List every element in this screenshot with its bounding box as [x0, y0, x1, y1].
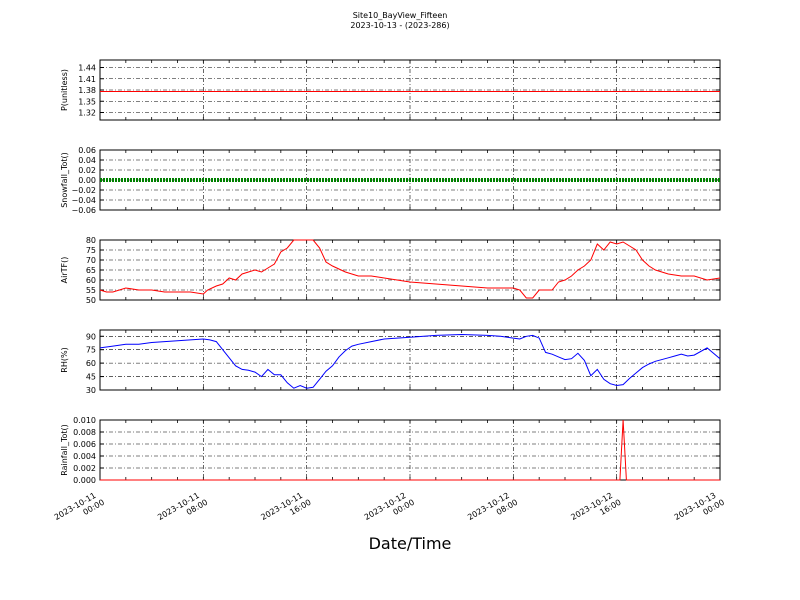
figure-title: Site10_BayView_Fifteen 2023-10-13 - (202…	[0, 11, 800, 31]
y-tick-label: 0.00	[78, 176, 96, 185]
y-tick-label: −0.06	[71, 206, 96, 215]
y-tick-label: 60	[86, 276, 96, 285]
y-tick-label: 0.000	[73, 476, 96, 485]
y-axis-label: Snowfall_Tot()	[60, 152, 69, 208]
y-tick-label: 0.04	[78, 156, 96, 165]
y-tick-label: 0.008	[73, 428, 96, 437]
y-tick-label: 1.32	[78, 109, 96, 118]
y-tick-label: 55	[86, 286, 96, 295]
x-tick-label: 2023-10-1216:00	[569, 489, 622, 531]
y-tick-label: 75	[86, 346, 96, 355]
x-axis-label: Date/Time	[368, 534, 452, 553]
x-tick-label: 2023-10-1116:00	[259, 489, 312, 531]
x-tick-label: 2023-10-1108:00	[156, 489, 209, 531]
y-tick-label: 80	[86, 236, 96, 245]
y-axis-label: P(unitless)	[60, 69, 69, 111]
y-tick-label: 0.06	[78, 146, 96, 155]
x-tick-label: 2023-10-1100:00	[53, 489, 106, 531]
y-tick-label: 90	[86, 332, 96, 341]
y-tick-label: 1.41	[78, 75, 96, 84]
x-tick-label: 2023-10-1208:00	[466, 489, 519, 531]
y-tick-label: 0.010	[73, 416, 96, 425]
series-line	[99, 333, 721, 389]
y-tick-label: 50	[86, 296, 96, 305]
y-tick-label: 30	[86, 386, 96, 395]
x-tick-label: 2023-10-1300:00	[673, 489, 726, 531]
y-tick-label: 1.35	[78, 97, 96, 106]
figure-title-line2: 2023-10-13 - (2023-286)	[350, 21, 450, 30]
y-tick-label: 65	[86, 266, 96, 275]
series-line	[99, 239, 721, 299]
y-tick-label: 1.38	[78, 86, 96, 95]
y-tick-label: 1.44	[78, 64, 96, 73]
y-tick-label: 75	[86, 246, 96, 255]
y-tick-label: 0.002	[73, 464, 96, 473]
x-tick-label: 2023-10-1200:00	[363, 489, 416, 531]
y-tick-label: 0.02	[78, 166, 96, 175]
y-tick-label: 0.004	[73, 452, 96, 461]
y-tick-label: 60	[86, 359, 96, 368]
series-line	[100, 419, 720, 481]
y-tick-label: −0.04	[71, 196, 96, 205]
y-axis-label: AirTF()	[60, 257, 69, 284]
y-axis-label: Rainfall_Tot()	[60, 424, 69, 476]
y-axis-label: RH(%)	[60, 347, 69, 372]
y-tick-label: 0.006	[73, 440, 96, 449]
y-tick-label: −0.02	[71, 186, 96, 195]
y-tick-label: 45	[86, 373, 96, 382]
figure-title-line1: Site10_BayView_Fifteen	[352, 11, 448, 20]
y-tick-label: 70	[86, 256, 96, 265]
